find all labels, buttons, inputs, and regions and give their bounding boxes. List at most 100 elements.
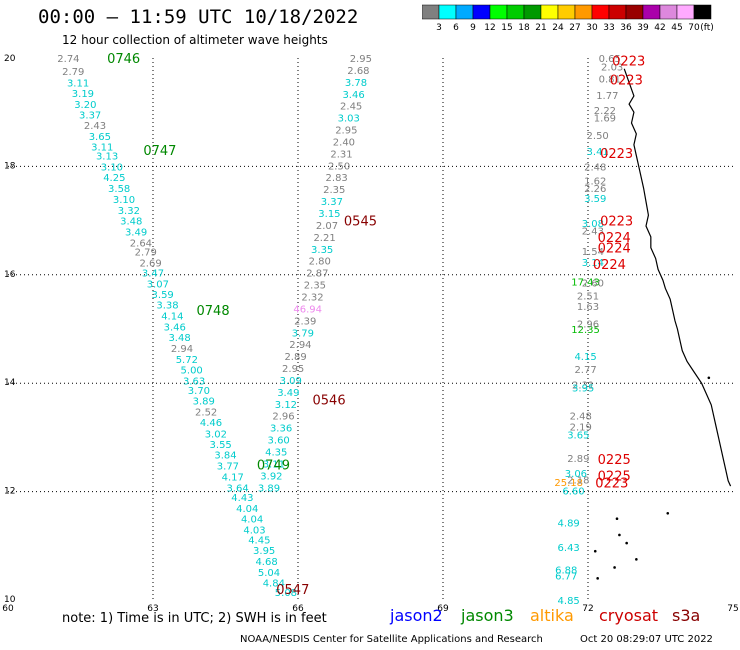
pass-time-label: 0225 bbox=[598, 453, 631, 468]
wave-height-point: 2.48 bbox=[584, 162, 606, 173]
wave-height-point: 3.37 bbox=[79, 110, 101, 121]
wave-height-point: 5.00 bbox=[181, 366, 203, 377]
wave-height-point: 3.07 bbox=[147, 279, 169, 290]
wave-height-point: 3.37 bbox=[321, 197, 343, 208]
wave-height-point: 6.88 bbox=[555, 566, 577, 577]
colorbar-label: 36 bbox=[620, 23, 632, 32]
y-tick-label: 20 bbox=[4, 54, 16, 64]
x-tick-label: 69 bbox=[437, 604, 449, 614]
wave-height-point: 4.89 bbox=[558, 518, 580, 529]
wave-height-point: 2.50 bbox=[328, 161, 350, 172]
wave-height-point: 4.25 bbox=[103, 173, 125, 184]
wave-height-point: 2.40 bbox=[333, 137, 355, 148]
wave-height-point: 0.81 bbox=[599, 75, 621, 86]
pass-time-label: 0223 bbox=[612, 55, 645, 70]
pass-time-label: 0748 bbox=[197, 304, 230, 319]
wave-height-point: 4.84 bbox=[263, 579, 285, 590]
wave-height-point: 1.62 bbox=[584, 176, 606, 187]
pass-time-label: 0224 bbox=[598, 231, 631, 246]
wave-height-point: 2.18 bbox=[567, 476, 589, 487]
wave-height-point: 3.11 bbox=[67, 78, 89, 89]
wave-height-point: 3.78 bbox=[345, 78, 367, 89]
colorbar-label: 45 bbox=[671, 23, 682, 32]
wave-height-point: 5.08 bbox=[275, 588, 297, 599]
island-dot bbox=[593, 549, 597, 553]
colorbar-label: 24 bbox=[552, 23, 564, 32]
legend-cryosat: cryosat bbox=[599, 606, 659, 625]
wave-height-point: 3.46 bbox=[164, 322, 186, 333]
wave-height-point: 3.89 bbox=[193, 397, 215, 408]
wave-height-point: 2.79 bbox=[135, 247, 157, 258]
wave-height-point: 3.84 bbox=[214, 451, 236, 462]
x-tick-label: 75 bbox=[727, 604, 738, 614]
wave-height-point: 3.63 bbox=[183, 376, 205, 387]
wave-height-point: 4.03 bbox=[243, 526, 265, 537]
wave-height-point: 3.95 bbox=[253, 546, 275, 557]
wave-height-point: 3.11 bbox=[91, 142, 113, 153]
wave-height-point: 3.03 bbox=[338, 114, 360, 125]
wave-height-point: 1.69 bbox=[594, 114, 616, 125]
wave-height-point: 2.80 bbox=[309, 257, 331, 268]
wave-height-point: 4.45 bbox=[248, 535, 270, 546]
wave-height-point: 3.77 bbox=[217, 462, 239, 473]
pass-time-label: 0224 bbox=[598, 242, 631, 257]
wave-height-point: 2.68 bbox=[347, 66, 369, 77]
colorbar-label: 12 bbox=[484, 23, 495, 32]
wave-height-point: 3.15 bbox=[318, 209, 340, 220]
wave-height-point: 3.58 bbox=[108, 184, 130, 195]
wave-height-point: 2.43 bbox=[582, 226, 604, 237]
wave-height-point: 2.94 bbox=[171, 344, 193, 355]
island-dot bbox=[615, 517, 619, 520]
wave-height-point: 3.10 bbox=[101, 162, 123, 173]
pass-time-label: 0746 bbox=[107, 52, 140, 67]
wave-height-point: 4.46 bbox=[200, 418, 222, 429]
wave-height-point: 3.65 bbox=[89, 132, 111, 143]
chart-title: 00:00 – 11:59 UTC 10/18/2022 bbox=[38, 6, 359, 28]
pass-time-label: 0546 bbox=[313, 393, 346, 408]
pass-time-label: 0749 bbox=[257, 459, 290, 474]
wave-height-point: 6.43 bbox=[558, 543, 580, 554]
wave-height-point: 3.92 bbox=[260, 471, 282, 482]
colorbar-label: 15 bbox=[501, 23, 512, 32]
wave-height-point: 12.35 bbox=[571, 325, 600, 336]
wave-height-point: 3.79 bbox=[292, 328, 314, 339]
y-tick-label: 12 bbox=[4, 487, 15, 497]
wave-height-point: 2.89 bbox=[567, 454, 589, 465]
wave-height-point: 3.11 bbox=[263, 459, 285, 470]
island-dot bbox=[618, 533, 621, 537]
wave-height-point: 2.35 bbox=[304, 281, 326, 292]
wave-height-point: 1.77 bbox=[596, 91, 618, 102]
wave-height-point: 2.39 bbox=[294, 316, 316, 327]
pass-time-label: 0224 bbox=[593, 258, 626, 273]
y-tick-label: 16 bbox=[4, 270, 16, 280]
wave-height-point: 3.19 bbox=[72, 89, 94, 100]
y-tick-label: 18 bbox=[4, 161, 16, 171]
pass-time-label: 0747 bbox=[143, 144, 176, 159]
wave-height-point: 2.50 bbox=[587, 131, 609, 142]
island-dot bbox=[625, 541, 628, 545]
wave-height-point: 2.32 bbox=[301, 292, 323, 303]
wave-height-point: 2.77 bbox=[574, 365, 596, 376]
legend-s3a: s3a bbox=[672, 606, 701, 625]
wave-height-point: 3.70 bbox=[188, 386, 210, 397]
chart-subtitle: 12 hour collection of altimeter wave hei… bbox=[62, 33, 328, 47]
credit-line: NOAA/NESDIS Center for Satellite Applica… bbox=[240, 634, 543, 645]
wave-height-point: 3.48 bbox=[120, 217, 142, 228]
wave-height-point: 3.14 bbox=[582, 258, 604, 269]
wave-height-point: 46.94 bbox=[293, 304, 322, 315]
wave-height-point: 4.43 bbox=[231, 493, 253, 504]
wave-height-point: 3.10 bbox=[113, 195, 135, 206]
colorbar-label: 30 bbox=[586, 23, 598, 32]
island-dot bbox=[596, 577, 599, 580]
wave-height-point: 3.47 bbox=[142, 269, 164, 280]
wave-height-point: 2.60 bbox=[582, 278, 604, 289]
colorbar-label: 6 bbox=[453, 23, 459, 32]
wave-height-point: 2.83 bbox=[326, 173, 348, 184]
wave-height-point: 17.43 bbox=[571, 277, 600, 288]
wave-height-point: 3.65 bbox=[567, 431, 589, 442]
wave-height-point: 2.31 bbox=[330, 149, 352, 160]
wave-height-point: 3.60 bbox=[268, 436, 290, 447]
colorbar-label: 3 bbox=[436, 23, 442, 32]
wave-height-point: 2.74 bbox=[57, 54, 79, 65]
colorbar-unit: (ft) bbox=[700, 23, 714, 32]
